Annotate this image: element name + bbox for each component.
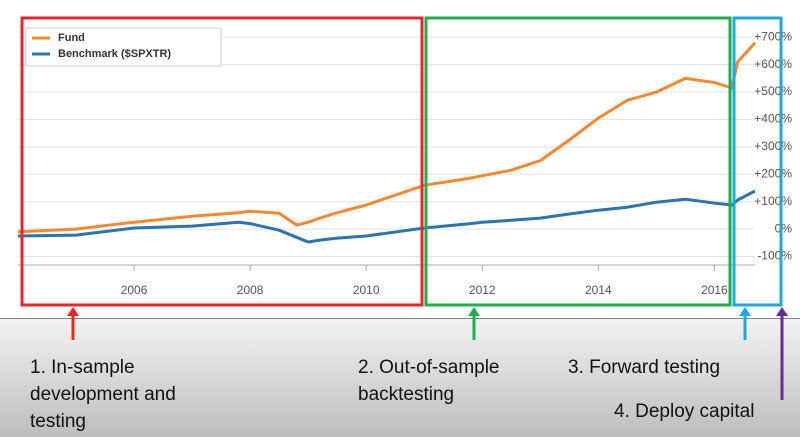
in-sample-box: [20, 16, 424, 307]
annotation: 3. Forward testing: [568, 357, 721, 378]
x-tick-label: 2012: [469, 283, 496, 297]
y-tick-label: +400%: [754, 112, 792, 126]
caption-band: [0, 318, 800, 437]
annotation: 1. In-sample development and testing: [30, 357, 176, 432]
y-tick-label: -100%: [757, 249, 792, 263]
arrows: [67, 307, 788, 400]
annotation: 2. Out-of-sample backtesting: [358, 357, 500, 405]
legend-box: [25, 27, 222, 67]
x-tick-label: 2016: [701, 283, 728, 297]
legend-label: Benchmark ($SPXTR): [58, 48, 171, 60]
x-tick-label: 2008: [237, 283, 264, 297]
y-tick-label: +500%: [754, 84, 792, 98]
out-of-sample-box: [424, 16, 732, 307]
y-tick-label: +600%: [754, 57, 792, 71]
series-line: [17, 189, 756, 244]
y-tick-label: +100%: [754, 194, 792, 208]
y-tick-label: +700%: [754, 29, 792, 43]
y-tick-label: +300%: [754, 139, 792, 153]
legend-label: Fund: [58, 32, 85, 44]
x-tick-label: 2006: [121, 283, 148, 297]
series-line: [17, 41, 757, 234]
y-tick-label: +200%: [754, 166, 792, 180]
annotation: 4. Deploy capital: [614, 401, 755, 422]
x-tick-label: 2010: [353, 283, 380, 297]
forward-box: [732, 16, 783, 307]
x-tick-label: 2014: [585, 283, 612, 297]
y-tick-label: 0%: [775, 221, 793, 235]
